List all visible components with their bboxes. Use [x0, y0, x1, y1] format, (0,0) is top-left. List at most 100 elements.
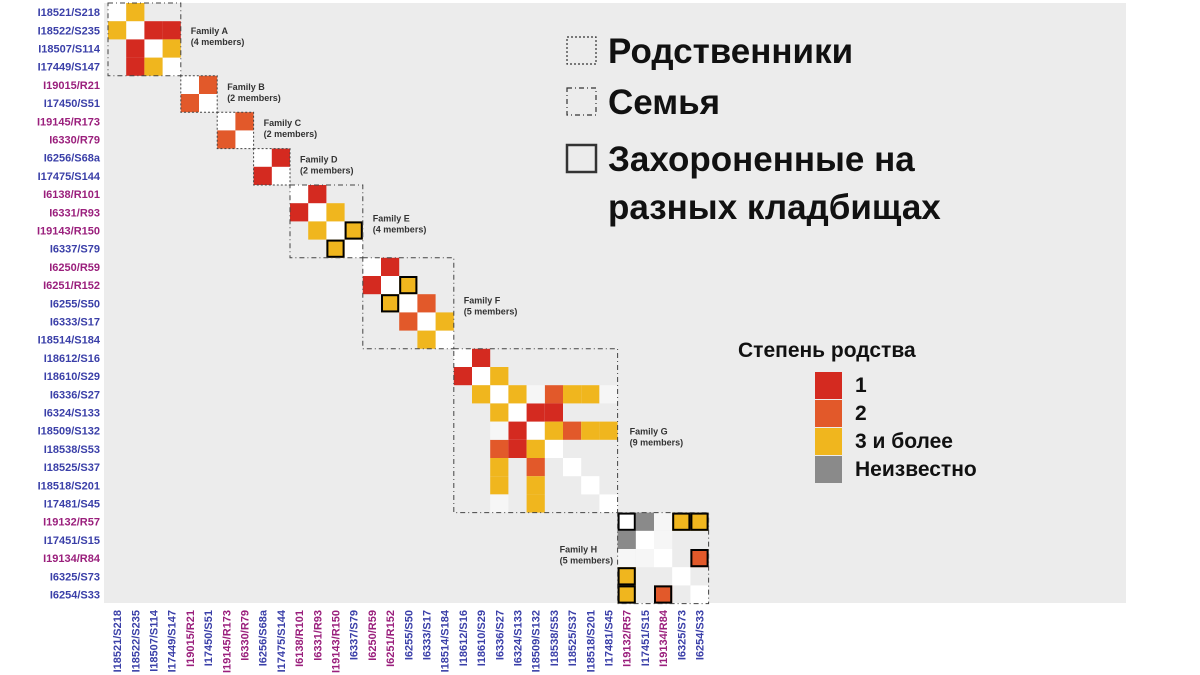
heatmap-cell — [490, 403, 509, 422]
heatmap-cell — [253, 166, 272, 185]
row-label: I18514/S184 — [38, 335, 101, 347]
column-label: I18507/S114 — [149, 609, 161, 672]
heatmap-cell — [690, 512, 709, 531]
row-label: I18610/S29 — [44, 371, 100, 383]
heatmap-cell — [271, 148, 290, 167]
legend-swatch — [815, 400, 842, 427]
row-label: I19134/R84 — [43, 553, 101, 565]
column-label: I19132/R57 — [622, 610, 634, 667]
family-members: (2 members) — [264, 129, 318, 139]
heatmap-cell — [635, 512, 654, 531]
family-box — [107, 2, 182, 77]
row-label: I6336/S27 — [50, 389, 100, 401]
row-label: I17450/S51 — [44, 98, 100, 110]
heatmap-cell — [526, 439, 545, 458]
family-members: (2 members) — [227, 93, 281, 103]
legend-swatch — [815, 428, 842, 455]
family-name: Family A — [191, 26, 229, 36]
key-label: разных кладбищах — [608, 188, 941, 227]
diagonal-cell — [290, 185, 309, 204]
diagonal-cell — [563, 458, 582, 477]
diagonal-cell — [253, 148, 272, 167]
column-label: I6255/S50 — [403, 610, 415, 660]
column-label: I17451/S15 — [640, 610, 652, 666]
diagonal-cell — [271, 166, 290, 185]
row-label: I18518/S201 — [38, 480, 100, 492]
heatmap-cell — [399, 312, 418, 331]
heatmap-cell — [544, 421, 563, 440]
row-label: I6254/S33 — [50, 590, 100, 602]
heatmap-cell — [290, 203, 309, 222]
row-label: I18522/S235 — [38, 25, 100, 37]
heatmap-cell — [199, 75, 218, 94]
heatmap-cell — [417, 294, 436, 313]
diagonal-cell — [344, 239, 363, 258]
column-labels: I18521/S218 I18522/S235 I18507/S114 I17449/… — [112, 609, 706, 673]
row-label: I19132/R57 — [43, 517, 100, 529]
cemetery-border — [617, 567, 636, 586]
family-members: (2 members) — [300, 166, 354, 176]
family-name: Family G — [630, 427, 668, 437]
cemetery-border — [344, 221, 363, 240]
family-name: Family C — [264, 118, 302, 128]
family-groups: Family A(4 members)Family B(2 members)Fa… — [107, 2, 710, 605]
heatmap-cell — [490, 494, 509, 513]
row-label: I6325/S73 — [50, 571, 100, 583]
heatmap-cell — [617, 567, 636, 586]
diagonal-cell — [690, 585, 709, 604]
key-label: Захороненные на — [608, 140, 915, 179]
row-label: I17481/S45 — [44, 499, 100, 511]
row-label: I19015/R21 — [43, 80, 100, 92]
column-label: I6324/S133 — [513, 610, 525, 666]
row-label: I6330/R79 — [49, 135, 100, 147]
heatmap-cells — [108, 3, 709, 604]
diagonal-cell — [490, 385, 509, 404]
cemetery-border — [326, 239, 345, 258]
diagonal-cell — [617, 512, 636, 531]
column-label: I6251/R152 — [385, 610, 397, 667]
heatmap-cell — [326, 203, 345, 222]
cemetery-border — [654, 585, 673, 604]
heatmap-cell — [526, 494, 545, 513]
heatmap-cell — [453, 367, 472, 386]
family-members: (5 members) — [464, 306, 518, 316]
family-box — [453, 348, 619, 514]
heatmap-cell — [635, 549, 654, 568]
row-label: I18525/S37 — [44, 462, 100, 474]
column-label: I6256/S68a — [258, 609, 270, 666]
column-label: I19145/R173 — [221, 610, 233, 673]
heatmap-cell — [472, 385, 491, 404]
diagonal-cell — [199, 94, 218, 113]
column-label: I18509/S132 — [531, 610, 543, 672]
diagonal-cell — [308, 203, 327, 222]
row-label: I6256/S68a — [44, 153, 101, 165]
legend-label: Неизвестно — [855, 458, 977, 481]
family-box — [362, 257, 455, 350]
family-members: (4 members) — [191, 37, 245, 47]
heatmap-cell — [508, 439, 527, 458]
key-box — [565, 143, 598, 174]
heatmap-cell — [526, 385, 545, 404]
heatmap-cell — [399, 276, 418, 295]
column-label: I6250/R59 — [367, 610, 379, 661]
heatmap-cell — [108, 21, 127, 40]
column-label: I18525/S37 — [567, 610, 579, 666]
column-label: I6330/R79 — [240, 610, 252, 661]
column-label: I18610/S29 — [476, 610, 488, 666]
key-label: Семья — [608, 83, 720, 122]
heatmap-cell — [581, 385, 600, 404]
heatmap-cell — [508, 385, 527, 404]
column-label: I6333/S17 — [422, 610, 434, 660]
diagonal-cell — [435, 330, 454, 349]
diagonal-cell — [399, 294, 418, 313]
heatmap-cell — [490, 367, 509, 386]
heatmap-cell — [617, 549, 636, 568]
column-label: I6331/R93 — [312, 610, 324, 661]
heatmap-cell — [162, 39, 181, 58]
row-label: I17451/S15 — [44, 535, 100, 547]
legend-swatch — [815, 372, 842, 399]
diagonal-cell — [381, 276, 400, 295]
diagonal-cell — [217, 112, 236, 131]
row-label: I6250/R59 — [49, 262, 100, 274]
